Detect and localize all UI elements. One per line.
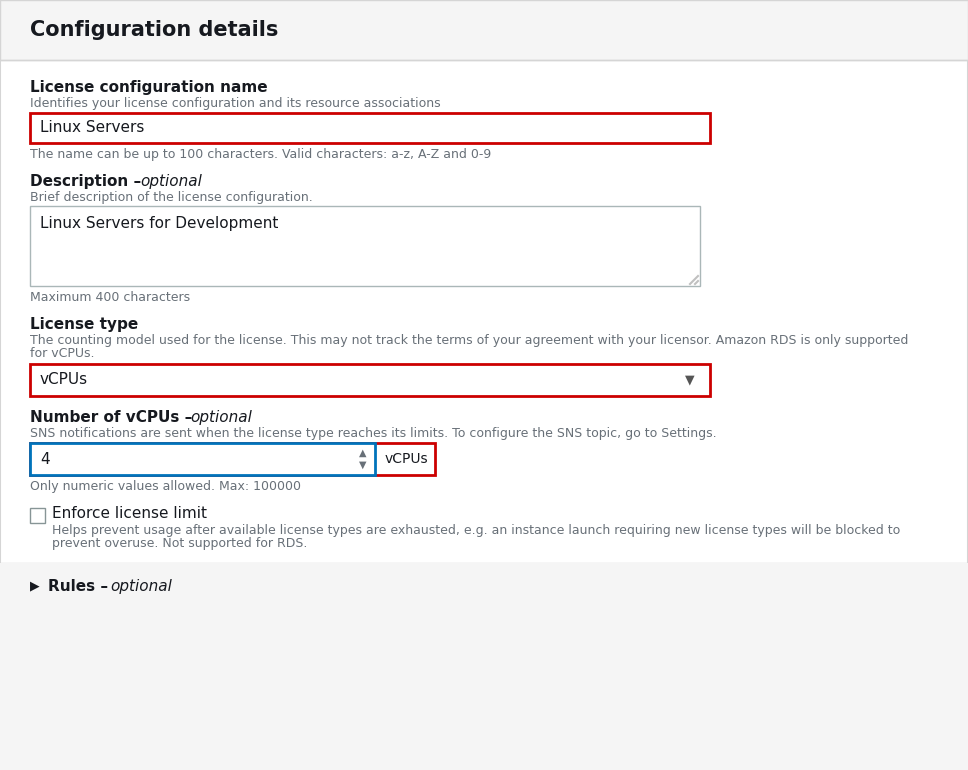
Text: License type: License type bbox=[30, 317, 138, 332]
Text: vCPUs: vCPUs bbox=[385, 452, 429, 466]
Text: Configuration details: Configuration details bbox=[30, 20, 279, 40]
Text: Linux Servers for Development: Linux Servers for Development bbox=[40, 216, 279, 231]
Text: Rules –: Rules – bbox=[48, 579, 113, 594]
Text: Number of vCPUs –: Number of vCPUs – bbox=[30, 410, 197, 425]
Bar bbox=[30, 364, 710, 396]
Bar bbox=[0, 563, 968, 770]
Text: ▼: ▼ bbox=[359, 460, 367, 470]
Text: optional: optional bbox=[140, 174, 202, 189]
Text: The name can be up to 100 characters. Valid characters: a-z, A-Z and 0-9: The name can be up to 100 characters. Va… bbox=[30, 148, 491, 161]
Text: Maximum 400 characters: Maximum 400 characters bbox=[30, 291, 190, 304]
Bar bbox=[30, 206, 700, 286]
Text: Linux Servers: Linux Servers bbox=[40, 120, 144, 136]
Text: The counting model used for the license. This may not track the terms of your ag: The counting model used for the license.… bbox=[30, 334, 908, 347]
Bar bbox=[30, 443, 375, 475]
Text: Only numeric values allowed. Max: 100000: Only numeric values allowed. Max: 100000 bbox=[30, 480, 301, 493]
Text: ▶: ▶ bbox=[30, 579, 40, 592]
Text: prevent overuse. Not supported for RDS.: prevent overuse. Not supported for RDS. bbox=[52, 537, 308, 550]
Text: vCPUs: vCPUs bbox=[40, 373, 88, 387]
Text: Helps prevent usage after available license types are exhausted, e.g. an instanc: Helps prevent usage after available lice… bbox=[52, 524, 900, 537]
Text: Description –: Description – bbox=[30, 174, 146, 189]
Text: 4: 4 bbox=[40, 451, 49, 467]
Text: for vCPUs.: for vCPUs. bbox=[30, 347, 95, 360]
Text: SNS notifications are sent when the license type reaches its limits. To configur: SNS notifications are sent when the lice… bbox=[30, 427, 716, 440]
Text: ▼: ▼ bbox=[685, 373, 695, 387]
Bar bbox=[30, 113, 710, 143]
Bar bbox=[30, 443, 435, 475]
Text: License configuration name: License configuration name bbox=[30, 80, 267, 95]
Text: ▲: ▲ bbox=[359, 448, 367, 458]
Bar bbox=[30, 508, 45, 523]
Text: optional: optional bbox=[190, 410, 252, 425]
Text: Enforce license limit: Enforce license limit bbox=[52, 506, 207, 521]
Text: Identifies your license configuration and its resource associations: Identifies your license configuration an… bbox=[30, 97, 440, 110]
Bar bbox=[0, 0, 968, 60]
Text: Brief description of the license configuration.: Brief description of the license configu… bbox=[30, 191, 313, 204]
Text: optional: optional bbox=[110, 579, 172, 594]
